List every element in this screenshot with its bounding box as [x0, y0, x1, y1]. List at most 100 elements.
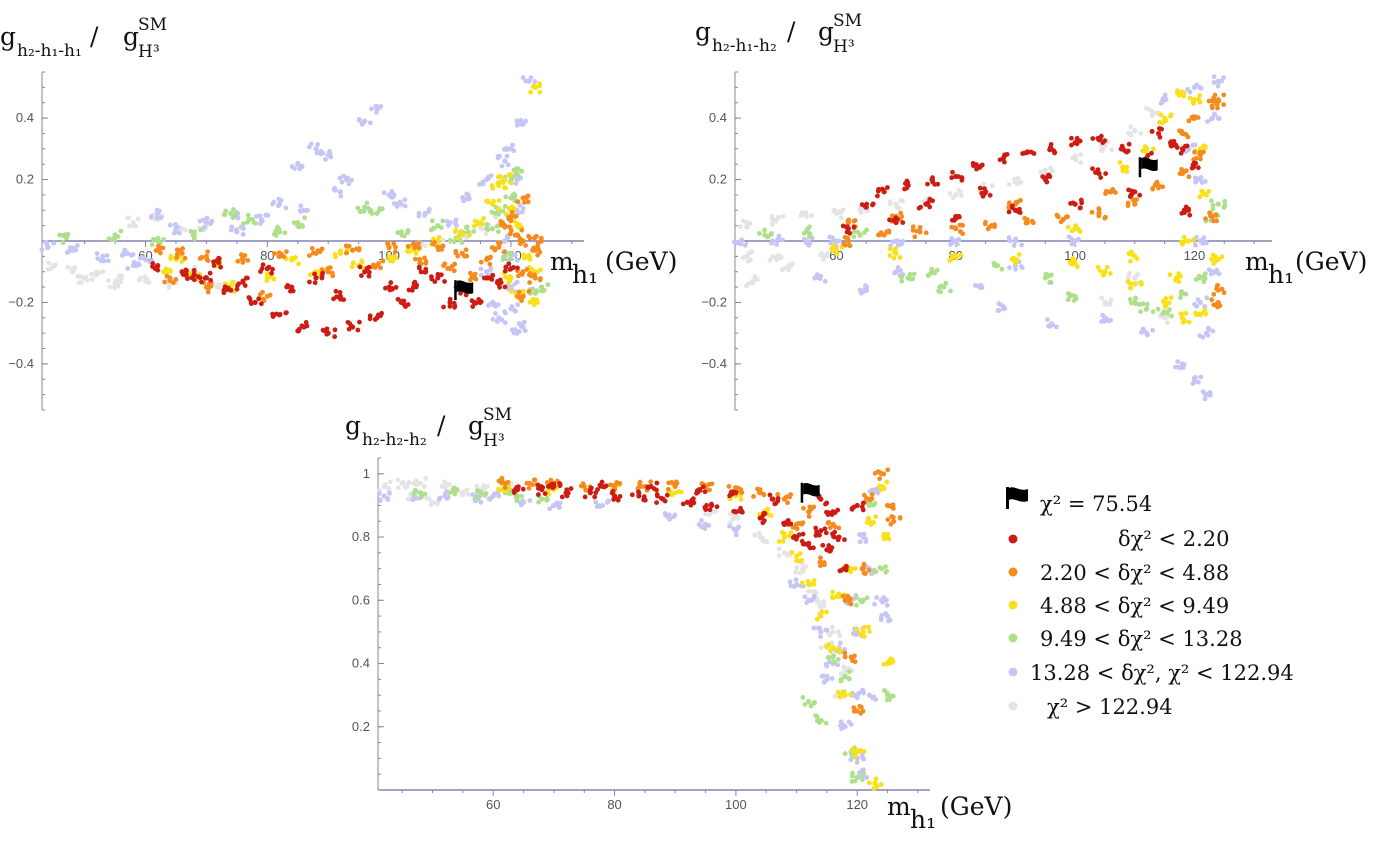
- p1-point: [370, 262, 376, 268]
- p3-point: [821, 560, 827, 566]
- p2-point: [889, 213, 895, 219]
- p3-point: [699, 518, 704, 523]
- p2-point: [1129, 249, 1134, 255]
- p3-point: [846, 719, 852, 725]
- p2-point: [1206, 327, 1212, 332]
- p3-point: [428, 502, 434, 508]
- p3-point: [810, 588, 815, 594]
- p2-point: [1071, 298, 1077, 303]
- p2-point: [877, 232, 883, 238]
- p1-point: [315, 142, 321, 147]
- p1-point: [516, 321, 522, 326]
- p3-point: [815, 625, 821, 631]
- p1-series-4: [153, 193, 544, 304]
- p1-point: [512, 281, 517, 287]
- p1-point: [500, 220, 506, 226]
- p1-point: [423, 259, 429, 264]
- p1-point: [500, 257, 506, 263]
- p3-point: [811, 625, 817, 631]
- p3-point: [514, 498, 520, 504]
- legend-item-5: 13.28 < δχ², χ² < 122.94: [1008, 661, 1294, 685]
- p1-point: [65, 264, 71, 270]
- p1-point: [383, 285, 388, 291]
- p3-point: [412, 487, 418, 493]
- p2-point: [957, 222, 963, 228]
- p2-point: [832, 207, 838, 213]
- p1-point: [494, 319, 500, 324]
- p2-point: [1042, 167, 1048, 173]
- p1-point: [526, 233, 531, 239]
- p3-point: [883, 611, 889, 616]
- p1-point: [545, 282, 551, 287]
- p2-point: [974, 166, 979, 172]
- p2-point: [1168, 139, 1174, 145]
- p3-point: [860, 507, 866, 513]
- p3-point: [849, 658, 855, 663]
- p1-point: [245, 212, 251, 218]
- p1-point: [93, 269, 99, 275]
- p2-point: [1108, 297, 1114, 303]
- p3-point: [861, 570, 867, 576]
- p2-point: [1196, 273, 1202, 279]
- p2-point: [1195, 379, 1201, 385]
- p2-point: [1140, 148, 1146, 154]
- p3-point: [837, 594, 842, 600]
- p2-point: [739, 237, 745, 243]
- p3-point: [447, 490, 453, 495]
- p3-point: [423, 476, 429, 481]
- p3-point: [709, 481, 715, 487]
- p1-point: [519, 168, 525, 174]
- p2-point: [1024, 150, 1030, 156]
- p3-point: [885, 517, 891, 522]
- p3-xtick-label: 80: [607, 797, 621, 812]
- p3-point: [760, 535, 766, 541]
- p2-point: [1213, 302, 1219, 308]
- p3-point: [838, 678, 844, 684]
- p2-point: [1180, 319, 1186, 325]
- p1-point: [393, 284, 399, 290]
- p3-point: [885, 467, 891, 473]
- p1-point: [388, 254, 394, 260]
- p2-point: [992, 222, 997, 228]
- p2-point: [1205, 119, 1210, 124]
- p1-point: [167, 278, 173, 283]
- p2-point: [1048, 165, 1053, 171]
- p2-point: [769, 222, 775, 227]
- p2-point: [1197, 99, 1203, 105]
- p2-point: [1211, 291, 1217, 297]
- p1-point: [182, 227, 188, 233]
- p1-point: [508, 172, 513, 177]
- p1-point: [337, 175, 343, 181]
- p3-point: [654, 500, 659, 506]
- p1-point: [495, 174, 501, 180]
- p2-point: [1192, 301, 1197, 307]
- p1-point: [534, 289, 540, 294]
- p3-point: [434, 500, 439, 506]
- p1-point: [364, 200, 370, 206]
- p2-point: [1185, 134, 1191, 140]
- p1-point: [104, 253, 110, 258]
- p2-point: [1107, 301, 1112, 307]
- p2-point: [1098, 133, 1104, 139]
- p3-point: [854, 774, 860, 780]
- p2-point: [887, 253, 893, 258]
- p3-point: [838, 568, 844, 573]
- p2-point: [1139, 281, 1144, 287]
- p3-point: [872, 470, 878, 476]
- p1-point: [429, 218, 435, 224]
- p1-point: [483, 269, 490, 275]
- p1-point: [495, 302, 501, 308]
- p3-point: [752, 532, 758, 538]
- p2-point: [1189, 115, 1195, 120]
- panel-3: g h₂-h₂-h₂ / g SM H³ m h₁ (GeV): [345, 405, 1012, 834]
- p2-point: [1163, 118, 1169, 124]
- p2-point: [1015, 199, 1021, 205]
- p3-point: [799, 557, 805, 563]
- p1-point: [208, 221, 214, 227]
- p2-point: [1103, 191, 1108, 197]
- p3-point: [706, 522, 712, 528]
- p2-point: [1103, 171, 1109, 176]
- p2-point: [775, 214, 781, 220]
- p2-xtick-label: 100: [1064, 248, 1086, 263]
- p1-point: [453, 248, 459, 254]
